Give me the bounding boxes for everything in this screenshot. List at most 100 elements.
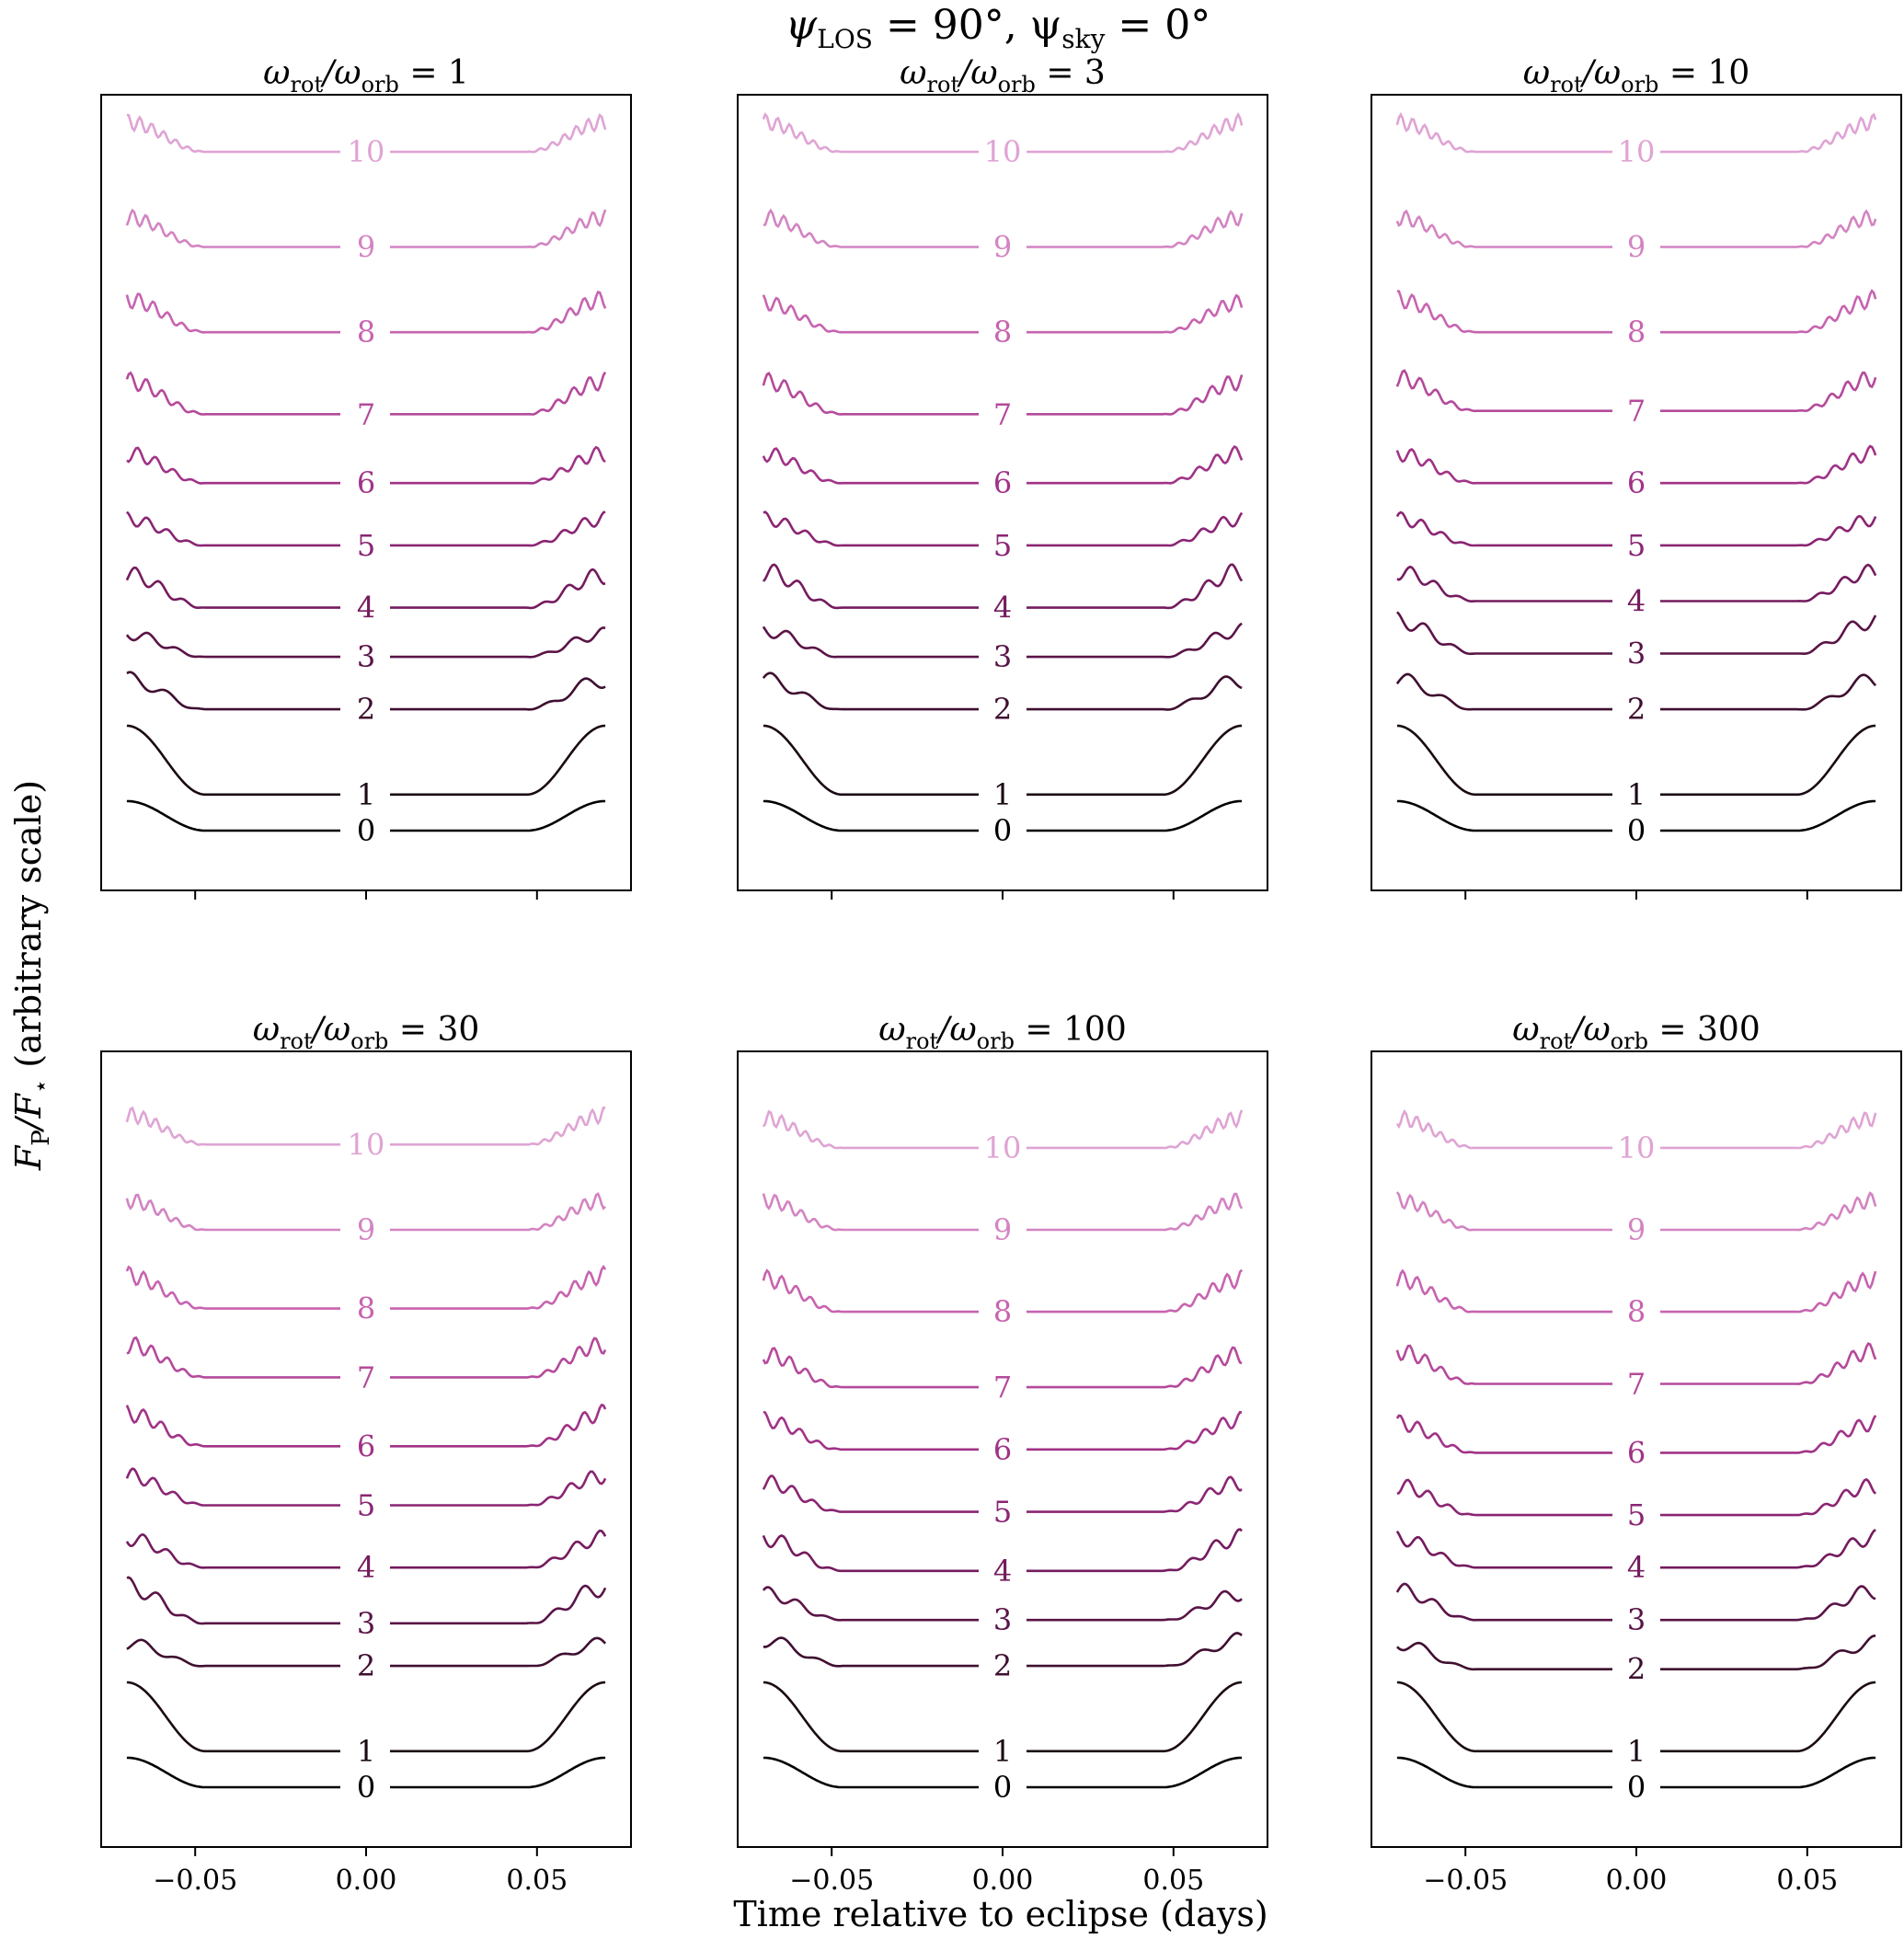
- series-label-degree-2: 2: [357, 692, 375, 727]
- series-label-degree-7: 7: [993, 1370, 1012, 1405]
- series-line-degree-8: [762, 1268, 1244, 1314]
- series-label-degree-4: 4: [1627, 1550, 1646, 1585]
- series-line-degree-2: [126, 671, 606, 711]
- series-label-degree-5: 5: [1627, 1497, 1646, 1532]
- series-line-degree-3: [1395, 1582, 1876, 1622]
- series-label-degree-1: 1: [1627, 1734, 1646, 1769]
- series-line-degree-9: [762, 1192, 1244, 1232]
- series-label-degree-4: 4: [357, 1550, 375, 1585]
- series-label-degree-9: 9: [993, 1212, 1012, 1247]
- series-label-degree-4: 4: [357, 591, 375, 625]
- series-label-degree-8: 8: [1627, 1294, 1646, 1329]
- series-line-degree-10: [762, 1109, 1244, 1150]
- series-line-degree-9: [125, 1191, 606, 1232]
- series-label-degree-9: 9: [1627, 1212, 1646, 1247]
- series-line-degree-7: [762, 372, 1244, 416]
- panel-title: ωrot/ωorb = 30: [253, 1011, 480, 1054]
- series-label-degree-2: 2: [1627, 692, 1646, 727]
- figure-suptitle: ψLOS = 90°, ψsky = 0°: [786, 2, 1211, 54]
- series-line-degree-1: [763, 1681, 1243, 1753]
- series-line-degree-5: [762, 1474, 1243, 1513]
- series-line-degree-7: [1395, 369, 1877, 413]
- series-label-degree-1: 1: [1627, 777, 1646, 812]
- series-line-degree-7: [762, 1346, 1243, 1389]
- series-line-degree-5: [1395, 511, 1877, 547]
- series-label-degree-4: 4: [1627, 583, 1646, 618]
- series-label-degree-4: 4: [993, 1554, 1012, 1589]
- series-line-degree-10: [1395, 1108, 1877, 1150]
- panel-1: ωrot/ωorb = 1 01 2 3 4 5 6 7 8 9 10: [100, 54, 632, 900]
- series-line-degree-3: [1395, 611, 1877, 656]
- series-label-degree-2: 2: [357, 1648, 375, 1683]
- series-label-degree-6: 6: [357, 1428, 375, 1463]
- series-label-degree-0: 0: [357, 813, 375, 848]
- series-label-degree-8: 8: [1627, 315, 1646, 350]
- series-line-degree-6: [126, 445, 606, 485]
- series-line-degree-1: [126, 1681, 606, 1753]
- panel-title: ωrot/ωorb = 100: [878, 1011, 1126, 1054]
- x-tick-label: −0.05: [1423, 1864, 1508, 1897]
- series-line-degree-9: [763, 208, 1244, 248]
- series-label-degree-3: 3: [993, 639, 1012, 674]
- series-label-degree-5: 5: [993, 1495, 1012, 1530]
- panel-5: ωrot/ωorb = 100 −0.05 0.00 0.05 01 2 3 4 5 6 7 8 9 10: [737, 1011, 1268, 1897]
- series-label-degree-7: 7: [993, 396, 1012, 431]
- x-tick-label: 0.00: [336, 1864, 397, 1897]
- series-line-degree-1: [1396, 724, 1876, 797]
- series-line-degree-1: [763, 724, 1243, 797]
- series-line-degree-6: [1395, 444, 1877, 485]
- series-label-degree-7: 7: [1627, 1367, 1646, 1402]
- series-line-degree-0: [1396, 1756, 1876, 1789]
- series-label-degree-2: 2: [1627, 1652, 1646, 1687]
- series-label-degree-3: 3: [1627, 637, 1646, 671]
- series-line-degree-4: [1396, 563, 1877, 602]
- series-label-degree-0: 0: [993, 813, 1012, 848]
- x-tick-label: 0.05: [1142, 1864, 1204, 1897]
- series-label-degree-2: 2: [993, 1648, 1012, 1683]
- series-label-degree-3: 3: [993, 1602, 1012, 1637]
- panel-6: ωrot/ωorb = 300 −0.05 0.00 0.05 01 2 3 4 5 6 7 8 9 10: [1371, 1011, 1902, 1897]
- series-line-degree-5: [125, 511, 606, 547]
- series-line-degree-10: [1395, 111, 1877, 154]
- series-line-degree-6: [763, 1410, 1243, 1451]
- x-tick-label: 0.00: [1606, 1864, 1668, 1897]
- series-line-degree-3: [126, 1576, 607, 1625]
- series-label-degree-1: 1: [993, 777, 1012, 812]
- series-line-degree-3: [762, 622, 1243, 659]
- series-label-degree-7: 7: [357, 396, 375, 431]
- series-label-degree-10: 10: [1618, 134, 1656, 169]
- panel-title: ωrot/ωorb = 3: [900, 54, 1106, 98]
- series-line-degree-7: [125, 371, 607, 416]
- series-label-degree-4: 4: [993, 591, 1012, 625]
- series-label-degree-6: 6: [993, 1432, 1012, 1467]
- series-line-degree-4: [762, 1528, 1243, 1573]
- x-axis-label: Time relative to eclipse (days): [733, 1894, 1267, 1934]
- x-tick-label: 0.00: [972, 1864, 1034, 1897]
- series-line-degree-9: [1395, 209, 1877, 248]
- panel-title: ωrot/ωorb = 10: [1523, 54, 1750, 98]
- panel-4: ωrot/ωorb = 30 −0.05 0.00 0.05 01 2 3 4 5 6 7 8 9 10: [100, 1011, 632, 1897]
- series-line-degree-4: [1395, 1529, 1876, 1569]
- x-tick-label: −0.05: [789, 1864, 874, 1897]
- series-line-degree-0: [1396, 799, 1876, 832]
- series-line-degree-4: [762, 563, 1244, 610]
- series-label-degree-3: 3: [357, 639, 375, 674]
- series-line-degree-1: [1396, 1681, 1876, 1753]
- series-label-degree-8: 8: [993, 315, 1012, 350]
- series-line-degree-5: [1396, 1477, 1877, 1517]
- series-label-degree-0: 0: [1627, 1770, 1646, 1805]
- panel-3: ωrot/ωorb = 10 01 2 3 4 5 6 7 8 9 10: [1371, 54, 1902, 900]
- series-line-degree-6: [762, 444, 1244, 485]
- series-line-degree-8: [125, 290, 607, 334]
- panel-2: ωrot/ωorb = 3 01 2 3 4 5 6 7 8 9 10: [737, 54, 1268, 900]
- series-label-degree-2: 2: [993, 692, 1012, 727]
- series-label-degree-5: 5: [357, 528, 375, 563]
- series-label-degree-1: 1: [993, 1734, 1012, 1769]
- series-label-degree-0: 0: [993, 1770, 1012, 1805]
- series-line-degree-2: [1395, 672, 1877, 711]
- series-line-degree-0: [763, 799, 1243, 832]
- series-label-degree-0: 0: [357, 1770, 375, 1805]
- series-line-degree-10: [126, 113, 607, 154]
